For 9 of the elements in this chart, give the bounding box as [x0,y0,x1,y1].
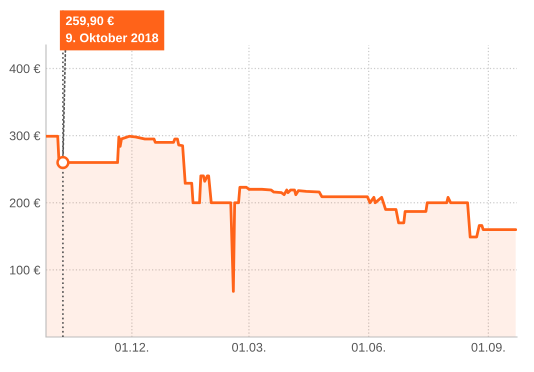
y-tick-label: 100 € [10,266,40,275]
y-tick-label: 300 € [10,131,40,140]
x-tick-label: 01.03. [232,342,266,352]
y-tick-label: 200 € [10,198,40,208]
x-tick-label: 01.06. [352,342,385,352]
x-tick-label: 01.12. [114,342,148,352]
x-tick-label: 01.09. [471,342,505,352]
annotation: 259,90 € 9. Oktober 2018 [66,16,158,42]
y-tick-label: 400 € [9,64,40,74]
